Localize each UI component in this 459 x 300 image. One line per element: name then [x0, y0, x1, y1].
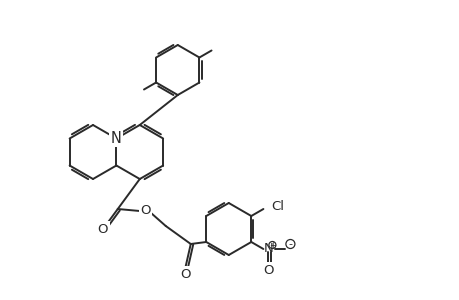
Text: -: - [288, 239, 292, 249]
Text: O: O [140, 205, 151, 218]
Text: O: O [97, 223, 108, 236]
Text: Cl: Cl [271, 200, 284, 212]
Text: +: + [269, 241, 275, 250]
Text: N: N [111, 131, 122, 146]
Text: O: O [263, 263, 273, 277]
Text: O: O [180, 268, 190, 281]
Text: N: N [263, 242, 273, 256]
